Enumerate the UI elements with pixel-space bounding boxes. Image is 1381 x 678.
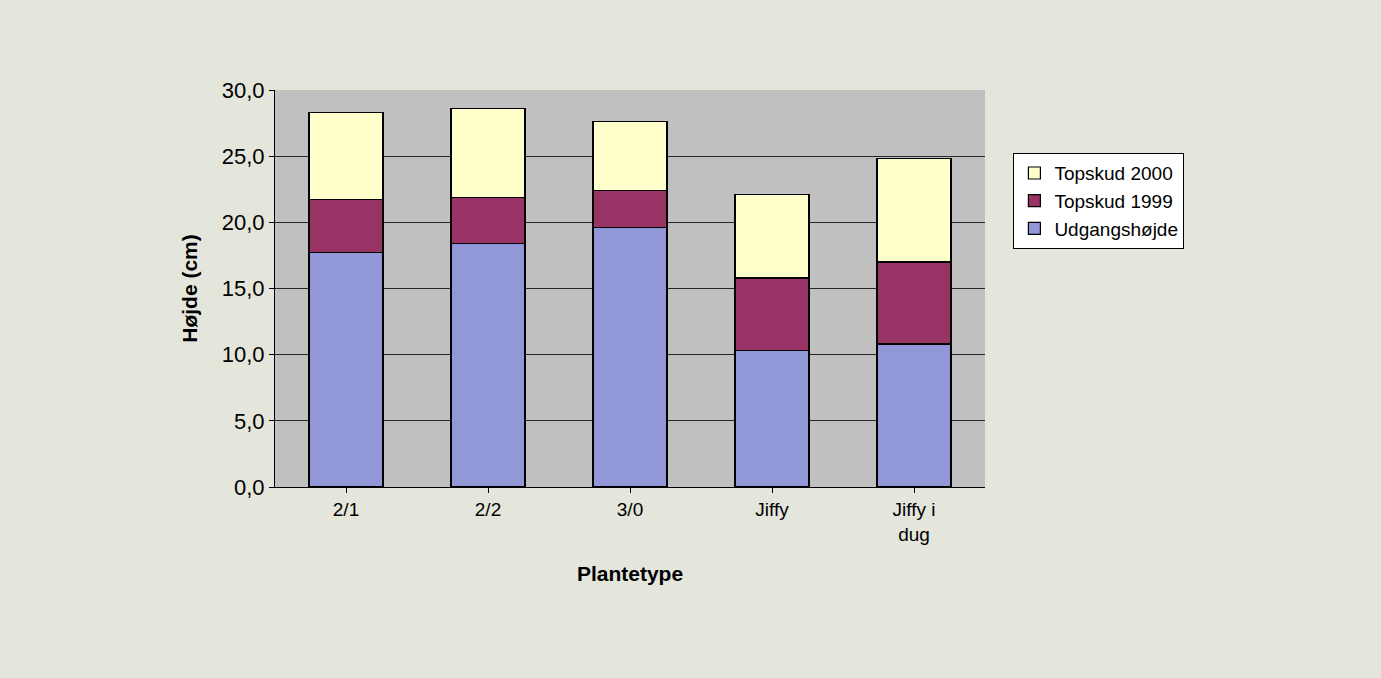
- svg-text:2/1: 2/1: [333, 499, 359, 520]
- svg-text:0,0: 0,0: [234, 475, 265, 500]
- svg-text:Jiffy: Jiffy: [755, 499, 789, 520]
- svg-text:Jiffy idug: Jiffy idug: [893, 499, 936, 545]
- svg-text:2/2: 2/2: [475, 499, 501, 520]
- svg-text:25,0: 25,0: [222, 144, 265, 169]
- svg-text:Udgangshøjde: Udgangshøjde: [1054, 219, 1178, 240]
- svg-text:15,0: 15,0: [222, 276, 265, 301]
- svg-text:Plantetype: Plantetype: [577, 562, 683, 585]
- svg-text:3/0: 3/0: [617, 499, 643, 520]
- svg-text:Topskud 1999: Topskud 1999: [1054, 191, 1172, 212]
- svg-text:Højde (cm): Højde (cm): [178, 234, 201, 343]
- svg-text:20,0: 20,0: [222, 210, 265, 235]
- svg-text:30,0: 30,0: [222, 78, 265, 103]
- svg-text:Topskud 2000: Topskud 2000: [1054, 163, 1172, 184]
- svg-text:5,0: 5,0: [234, 409, 265, 434]
- svg-text:10,0: 10,0: [222, 342, 265, 367]
